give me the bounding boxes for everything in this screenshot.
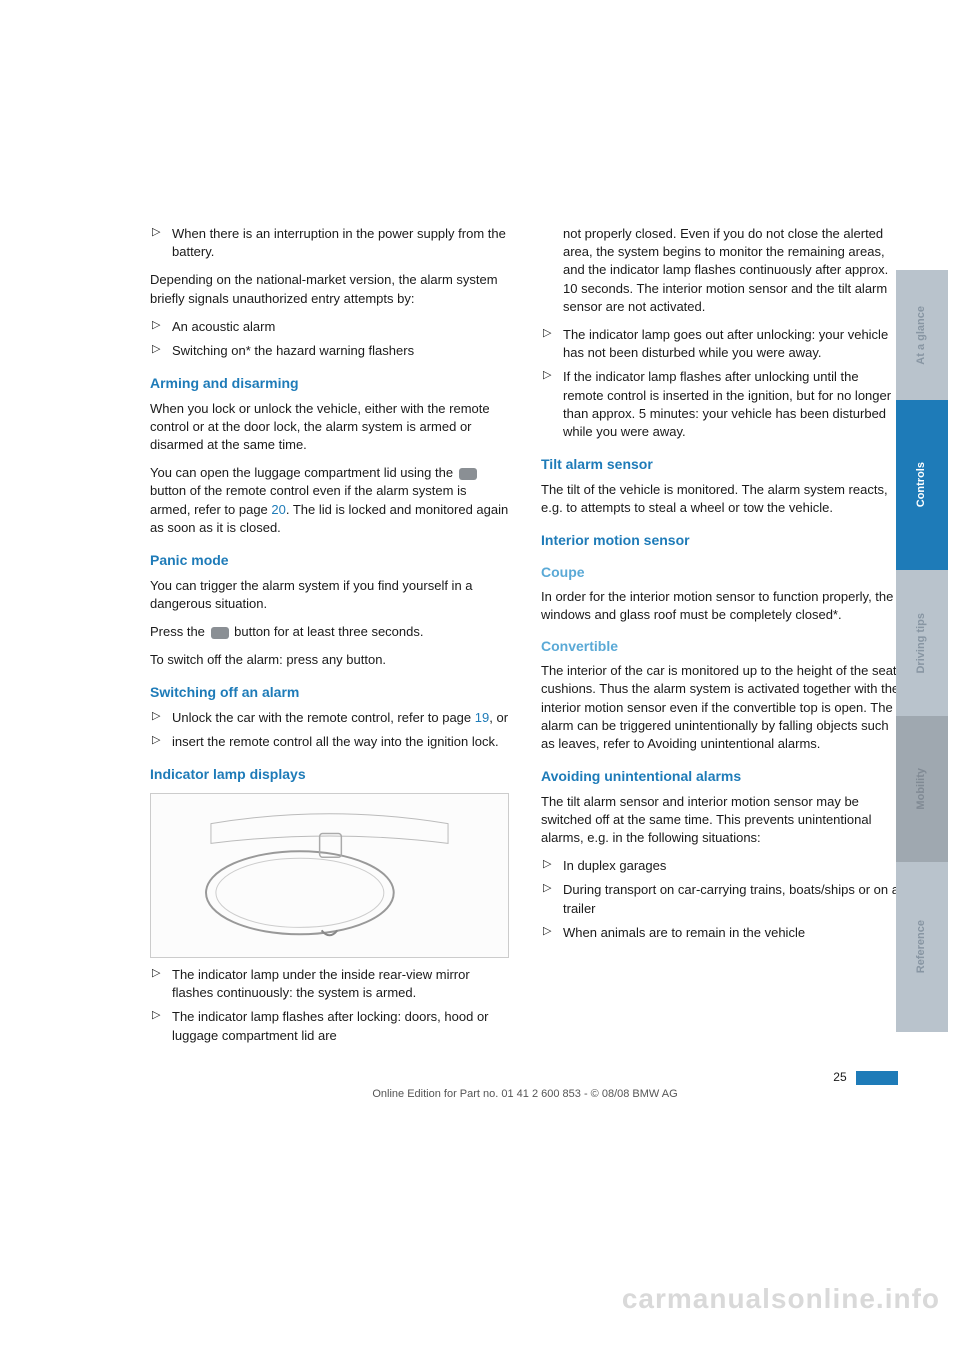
side-tab-label: Reference xyxy=(914,920,929,973)
list-item: During transport on car-carrying trains,… xyxy=(541,881,900,917)
page-body: When there is an interruption in the pow… xyxy=(0,0,960,1055)
heading-interior: Interior motion sensor xyxy=(541,531,900,551)
paragraph: The tilt alarm sensor and interior motio… xyxy=(541,793,900,848)
avoid-bullets: In duplex garages During transport on ca… xyxy=(541,857,900,942)
text-fragment: Press the xyxy=(150,624,209,639)
paragraph: The tilt of the vehicle is monitored. Th… xyxy=(541,481,900,517)
heading-arming: Arming and disarming xyxy=(150,374,509,394)
paragraph: You can trigger the alarm system if you … xyxy=(150,577,509,613)
subheading-convertible: Convertible xyxy=(541,637,900,657)
intro-bullets-2: An acoustic alarm Switching on* the haza… xyxy=(150,318,509,360)
list-item: In duplex garages xyxy=(541,857,900,875)
intro-bullets-1: When there is an interruption in the pow… xyxy=(150,225,509,261)
footer-area: 25 Online Edition for Part no. 01 41 2 6… xyxy=(0,1069,960,1103)
list-item: Unlock the car with the remote control, … xyxy=(150,709,509,727)
text-fragment: , or xyxy=(489,710,508,725)
list-item: If the indicator lamp flashes after unlo… xyxy=(541,368,900,441)
page-number-accent xyxy=(856,1071,898,1085)
list-item: An acoustic alarm xyxy=(150,318,509,336)
right-column: not properly closed. Even if you do not … xyxy=(541,225,900,1055)
list-item: insert the remote control all the way in… xyxy=(150,733,509,751)
side-tab-label: Mobility xyxy=(914,768,929,810)
list-item: The indicator lamp flashes after locking… xyxy=(150,1008,509,1044)
panic-button-icon xyxy=(211,627,229,639)
paragraph: You can open the luggage compartment lid… xyxy=(150,464,509,537)
side-tab-label: Driving tips xyxy=(914,613,929,674)
footer-copyright: Online Edition for Part no. 01 41 2 600 … xyxy=(150,1087,900,1102)
paragraph: When you lock or unlock the vehicle, eit… xyxy=(150,400,509,455)
indicator-bullets-cont: The indicator lamp goes out after unlock… xyxy=(541,326,900,441)
page-reference-link[interactable]: 19 xyxy=(475,710,489,725)
left-column: When there is an interruption in the pow… xyxy=(150,225,509,1055)
list-item: When animals are to remain in the vehicl… xyxy=(541,924,900,942)
list-item: Switching on* the hazard warning flasher… xyxy=(150,342,509,360)
side-tab[interactable]: Controls xyxy=(896,400,948,570)
text-fragment: button for at least three seconds. xyxy=(231,624,424,639)
page-number: 25 xyxy=(833,1070,846,1084)
heading-avoid: Avoiding unintentional alarms xyxy=(541,767,900,787)
heading-panic: Panic mode xyxy=(150,551,509,571)
side-tab[interactable]: Driving tips xyxy=(896,570,948,716)
heading-tilt: Tilt alarm sensor xyxy=(541,455,900,475)
page-reference-link[interactable]: 20 xyxy=(271,502,285,517)
paragraph: The interior of the car is monitored up … xyxy=(541,662,900,753)
paragraph: Depending on the national-market version… xyxy=(150,271,509,307)
paragraph: In order for the interior motion sensor … xyxy=(541,588,900,624)
list-item: The indicator lamp under the inside rear… xyxy=(150,966,509,1002)
page-number-row: 25 xyxy=(150,1069,900,1086)
side-tab[interactable]: Mobility xyxy=(896,716,948,862)
trunk-button-icon xyxy=(459,468,477,480)
switchoff-bullets: Unlock the car with the remote control, … xyxy=(150,709,509,751)
mirror-svg xyxy=(151,794,508,957)
side-tab-label: At a glance xyxy=(914,306,929,365)
side-tab[interactable]: Reference xyxy=(896,862,948,1032)
heading-switchoff: Switching off an alarm xyxy=(150,683,509,703)
side-tab[interactable]: At a glance xyxy=(896,270,948,400)
list-item: The indicator lamp goes out after unlock… xyxy=(541,326,900,362)
side-tab-label: Controls xyxy=(914,462,929,507)
continued-list-text: not properly closed. Even if you do not … xyxy=(541,225,900,316)
paragraph: To switch off the alarm: press any butto… xyxy=(150,651,509,669)
paragraph: Press the button for at least three seco… xyxy=(150,623,509,641)
text-fragment: Unlock the car with the remote control, … xyxy=(172,710,475,725)
heading-indicator: Indicator lamp displays xyxy=(150,765,509,785)
list-item: When there is an interruption in the pow… xyxy=(150,225,509,261)
text-fragment: You can open the luggage compartment lid… xyxy=(150,465,457,480)
subheading-coupe: Coupe xyxy=(541,563,900,583)
mirror-illustration xyxy=(150,793,509,958)
side-nav-tabs: At a glance Controls Driving tips Mobility R… xyxy=(896,270,948,1032)
watermark: carmanualsonline.info xyxy=(622,1279,940,1318)
indicator-bullets: The indicator lamp under the inside rear… xyxy=(150,966,509,1045)
